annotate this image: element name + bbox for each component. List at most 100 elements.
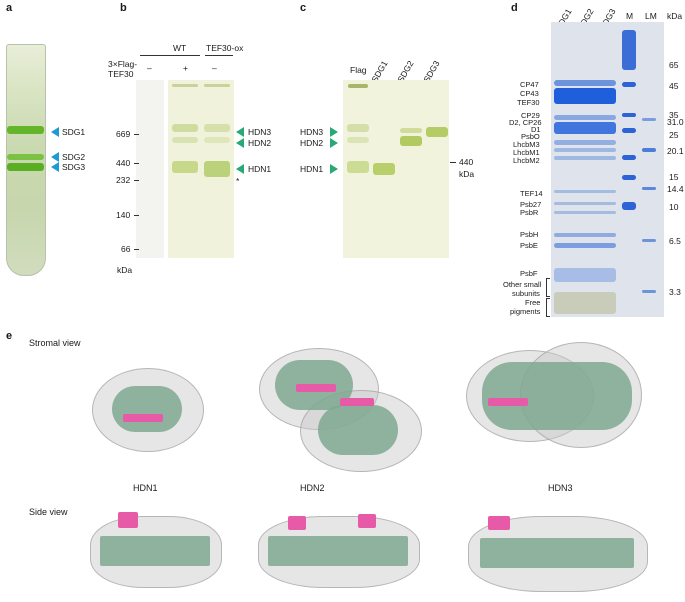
gel-band xyxy=(373,163,395,175)
gel-band xyxy=(204,161,230,177)
marker-25: 25 xyxy=(669,130,679,140)
tube-band-sdg2 xyxy=(7,154,44,160)
panel-label-b: b xyxy=(120,2,127,14)
stromal-view-label: Stromal view xyxy=(29,338,81,348)
tick xyxy=(134,134,139,135)
gel-lane-marker xyxy=(136,80,164,258)
marker-3-3: 3.3 xyxy=(669,287,681,297)
lane-lm: LM xyxy=(645,11,657,21)
ladder-band xyxy=(622,202,636,210)
side-view-label: Side view xyxy=(29,507,68,517)
marker-45: 45 xyxy=(669,81,679,91)
unit-kda: kDa xyxy=(459,169,475,179)
label-psbh: PsbH xyxy=(520,230,539,239)
marker-20: 20.1 xyxy=(667,146,684,156)
arrow-icon xyxy=(330,127,338,137)
marker-440: 440 xyxy=(459,157,474,167)
gel-band xyxy=(554,88,616,104)
arrow-icon xyxy=(236,164,244,174)
unit-kda: kDa xyxy=(667,11,683,21)
tef30-model xyxy=(118,512,138,528)
divider xyxy=(205,55,233,56)
tef30-model xyxy=(358,514,376,528)
gel-band xyxy=(554,268,616,282)
marker-66: 66 xyxy=(121,244,131,254)
gel-band xyxy=(554,243,616,248)
gel-band xyxy=(426,127,448,137)
gel-band xyxy=(348,84,368,88)
gel-band xyxy=(554,292,616,314)
protein-model xyxy=(112,386,182,432)
arrow-icon xyxy=(330,164,338,174)
gel-band xyxy=(554,115,616,120)
membrane-helices xyxy=(268,536,408,566)
gel-band xyxy=(347,137,369,143)
label-hdn1: HDN1 xyxy=(248,164,272,174)
label-pigments: pigments xyxy=(510,307,541,316)
marker-140: 140 xyxy=(116,210,131,220)
tef30-model xyxy=(123,414,163,422)
gel-band xyxy=(400,128,422,133)
gel-band xyxy=(204,84,230,87)
arrow-icon xyxy=(330,138,338,148)
marker-35: 35 xyxy=(669,110,679,120)
label-d2-cp26: D2, CP26 xyxy=(509,118,542,127)
arrow-icon xyxy=(51,127,59,137)
marker-14: 14.4 xyxy=(667,184,684,194)
panel-label-c: c xyxy=(300,2,307,14)
gel-band xyxy=(347,161,369,173)
membrane-helices xyxy=(480,538,634,568)
label-tef14: TEF14 xyxy=(520,189,543,198)
gel-band xyxy=(347,124,369,132)
gel-band xyxy=(172,137,198,143)
unit-kda: kDa xyxy=(117,265,133,275)
lane-flag: Flag xyxy=(350,65,367,75)
label-sdg3: SDG3 xyxy=(62,162,86,172)
panel-label-d: d xyxy=(511,2,518,14)
marker-10: 10 xyxy=(669,202,679,212)
label-hdn1: HDN1 xyxy=(300,164,324,174)
gel-band xyxy=(554,156,616,160)
marker-232: 232 xyxy=(116,175,131,185)
ladder-band xyxy=(622,113,636,117)
panel-label-a: a xyxy=(6,2,13,14)
label-subunits: subunits xyxy=(512,289,540,298)
tick xyxy=(450,162,456,163)
col-header-wt: WT xyxy=(173,43,187,53)
tef30-model xyxy=(296,384,336,392)
label-hdn2: HDN2 xyxy=(300,138,324,148)
tef30-model xyxy=(488,516,510,530)
gel-band xyxy=(554,140,616,145)
marker-15: 15 xyxy=(669,172,679,182)
membrane-helices xyxy=(100,536,210,566)
label-lhcbm3: LhcbM3 xyxy=(513,140,540,149)
hdn1-label: HDN1 xyxy=(133,483,158,493)
gel-band xyxy=(554,190,616,193)
label-cp29: CP29 xyxy=(521,111,540,120)
tube-band-sdg3 xyxy=(7,163,44,171)
gel-band xyxy=(554,233,616,237)
col-header-tef30ox: TEF30-ox xyxy=(206,43,244,53)
gel-band xyxy=(400,136,422,146)
marker-669: 669 xyxy=(116,129,131,139)
label-psbf: PsbF xyxy=(520,269,538,278)
ladder-band xyxy=(622,30,636,70)
arrow-icon xyxy=(51,162,59,172)
gel-band xyxy=(554,202,616,205)
label-sdg2: SDG2 xyxy=(62,152,86,162)
hdn3-label: HDN3 xyxy=(548,483,573,493)
ladder-band xyxy=(642,148,656,152)
label-hdn2: HDN2 xyxy=(248,138,272,148)
gel-band xyxy=(204,124,230,132)
tube-band-sdg1 xyxy=(7,126,44,134)
tef30-model xyxy=(340,398,374,406)
label-cp43: CP43 xyxy=(520,89,539,98)
hdn2-label: HDN2 xyxy=(300,483,325,493)
tef30-model xyxy=(288,516,306,530)
tef30-model xyxy=(488,398,528,406)
ladder-band xyxy=(622,155,636,160)
gel-band xyxy=(554,211,616,214)
gel-band xyxy=(172,124,198,132)
asterisk: * xyxy=(236,176,240,186)
label-lhcbm1: LhcbM1 xyxy=(513,148,540,157)
